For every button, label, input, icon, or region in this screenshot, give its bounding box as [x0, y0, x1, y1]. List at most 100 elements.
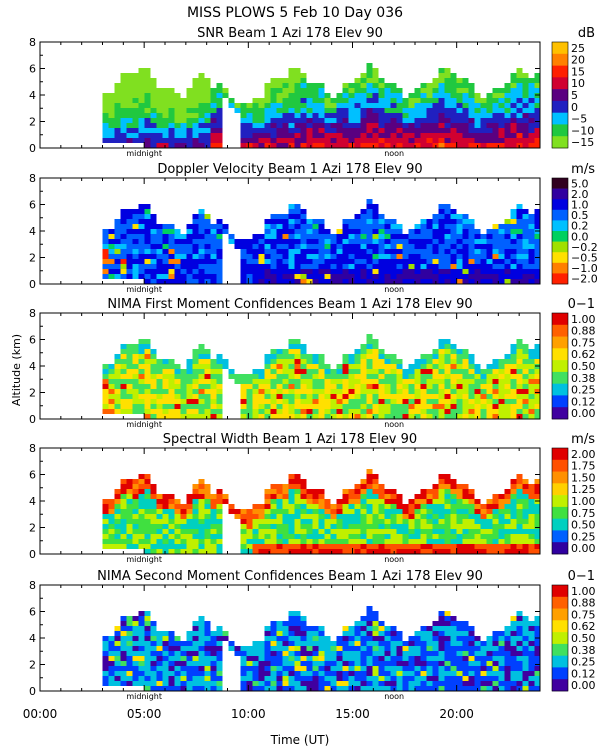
heatmap-cell: [120, 274, 127, 279]
heatmap-cell: [270, 234, 277, 239]
heatmap-cell: [198, 676, 205, 681]
heatmap-cell: [492, 394, 499, 399]
heatmap-cell: [468, 83, 475, 88]
heatmap-cell: [480, 259, 487, 264]
heatmap-cell: [312, 113, 319, 118]
colorbar-swatch: [552, 100, 568, 113]
heatmap-cell: [270, 661, 277, 666]
heatmap-cell: [342, 686, 349, 691]
heatmap-cell: [120, 479, 127, 484]
heatmap-cell: [360, 626, 367, 631]
heatmap-cell: [168, 379, 175, 384]
heatmap-cell: [462, 621, 469, 626]
heatmap-cell: [342, 666, 349, 671]
heatmap-cell: [432, 249, 439, 254]
heatmap-cell: [264, 143, 271, 148]
heatmap-cell: [444, 98, 451, 103]
heatmap-cell: [456, 264, 463, 269]
heatmap-cell: [396, 133, 403, 138]
heatmap-cell: [492, 631, 499, 636]
heatmap-cell: [462, 534, 469, 539]
heatmap-cell: [102, 671, 109, 676]
heatmap-cell: [366, 494, 373, 499]
heatmap-cell: [426, 128, 433, 133]
heatmap-cell: [114, 269, 121, 274]
heatmap-cell: [180, 519, 187, 524]
heatmap-cell: [138, 389, 145, 394]
heatmap-cell: [468, 254, 475, 259]
heatmap-cell: [258, 666, 265, 671]
heatmap-cell: [132, 374, 139, 379]
heatmap-cell: [306, 379, 313, 384]
heatmap-cell: [114, 113, 121, 118]
heatmap-cell: [168, 509, 175, 514]
heatmap-cell: [426, 93, 433, 98]
heatmap-cell: [372, 143, 379, 148]
heatmap-cell: [270, 519, 277, 524]
heatmap-cell: [528, 661, 535, 666]
heatmap-cell: [306, 279, 313, 284]
heatmap-cell: [246, 113, 253, 118]
heatmap-cell: [306, 489, 313, 494]
heatmap-cell: [324, 394, 331, 399]
heatmap-cell: [534, 349, 541, 354]
heatmap-cell: [156, 269, 163, 274]
heatmap-cell: [402, 549, 409, 554]
heatmap-cell: [444, 229, 451, 234]
heatmap-cell: [264, 519, 271, 524]
heatmap-cell: [402, 264, 409, 269]
heatmap-cell: [456, 379, 463, 384]
heatmap-cell: [210, 641, 217, 646]
heatmap-cell: [246, 108, 253, 113]
colorbar-swatch: [552, 348, 568, 361]
heatmap-cell: [528, 641, 535, 646]
heatmap-cell: [144, 394, 151, 399]
heatmap-cell: [504, 504, 511, 509]
heatmap-cell: [480, 414, 487, 419]
heatmap-cell: [486, 143, 493, 148]
heatmap-cell: [300, 359, 307, 364]
heatmap-cell: [216, 254, 223, 259]
heatmap-cell: [216, 636, 223, 641]
heatmap-cell: [510, 224, 517, 229]
heatmap-cell: [426, 681, 433, 686]
heatmap-cell: [420, 269, 427, 274]
heatmap-cell: [534, 384, 541, 389]
heatmap-cell: [360, 254, 367, 259]
heatmap-cell: [216, 98, 223, 103]
heatmap-cell: [420, 219, 427, 224]
heatmap-cell: [354, 279, 361, 284]
heatmap-cell: [396, 414, 403, 419]
heatmap-cell: [468, 631, 475, 636]
heatmap-cell: [504, 656, 511, 661]
heatmap-cell: [204, 504, 211, 509]
heatmap-cell: [162, 254, 169, 259]
heatmap-cell: [348, 249, 355, 254]
heatmap-cell: [150, 636, 157, 641]
heatmap-cell: [336, 399, 343, 404]
heatmap-cell: [378, 504, 385, 509]
heatmap-cell: [330, 666, 337, 671]
heatmap-cell: [486, 374, 493, 379]
colorbar-swatch: [552, 65, 568, 78]
heatmap-cell: [414, 244, 421, 249]
heatmap-cell: [378, 641, 385, 646]
heatmap-cell: [198, 621, 205, 626]
heatmap-cell: [492, 666, 499, 671]
heatmap-cell: [522, 239, 529, 244]
heatmap-cell: [456, 509, 463, 514]
heatmap-cell: [342, 389, 349, 394]
heatmap-cell: [354, 374, 361, 379]
heatmap-cell: [246, 269, 253, 274]
heatmap-cell: [120, 389, 127, 394]
panel-2: Doppler Velocity Beam 1 Azi 178 Elev 90 m…: [29, 162, 598, 294]
heatmap-cell: [366, 544, 373, 549]
heatmap-cell: [198, 229, 205, 234]
heatmap-cell: [114, 224, 121, 229]
heatmap-cell: [186, 239, 193, 244]
heatmap-cell: [510, 524, 517, 529]
heatmap-cell: [432, 269, 439, 274]
heatmap-cell: [120, 489, 127, 494]
heatmap-cell: [270, 369, 277, 374]
heatmap-cell: [174, 389, 181, 394]
